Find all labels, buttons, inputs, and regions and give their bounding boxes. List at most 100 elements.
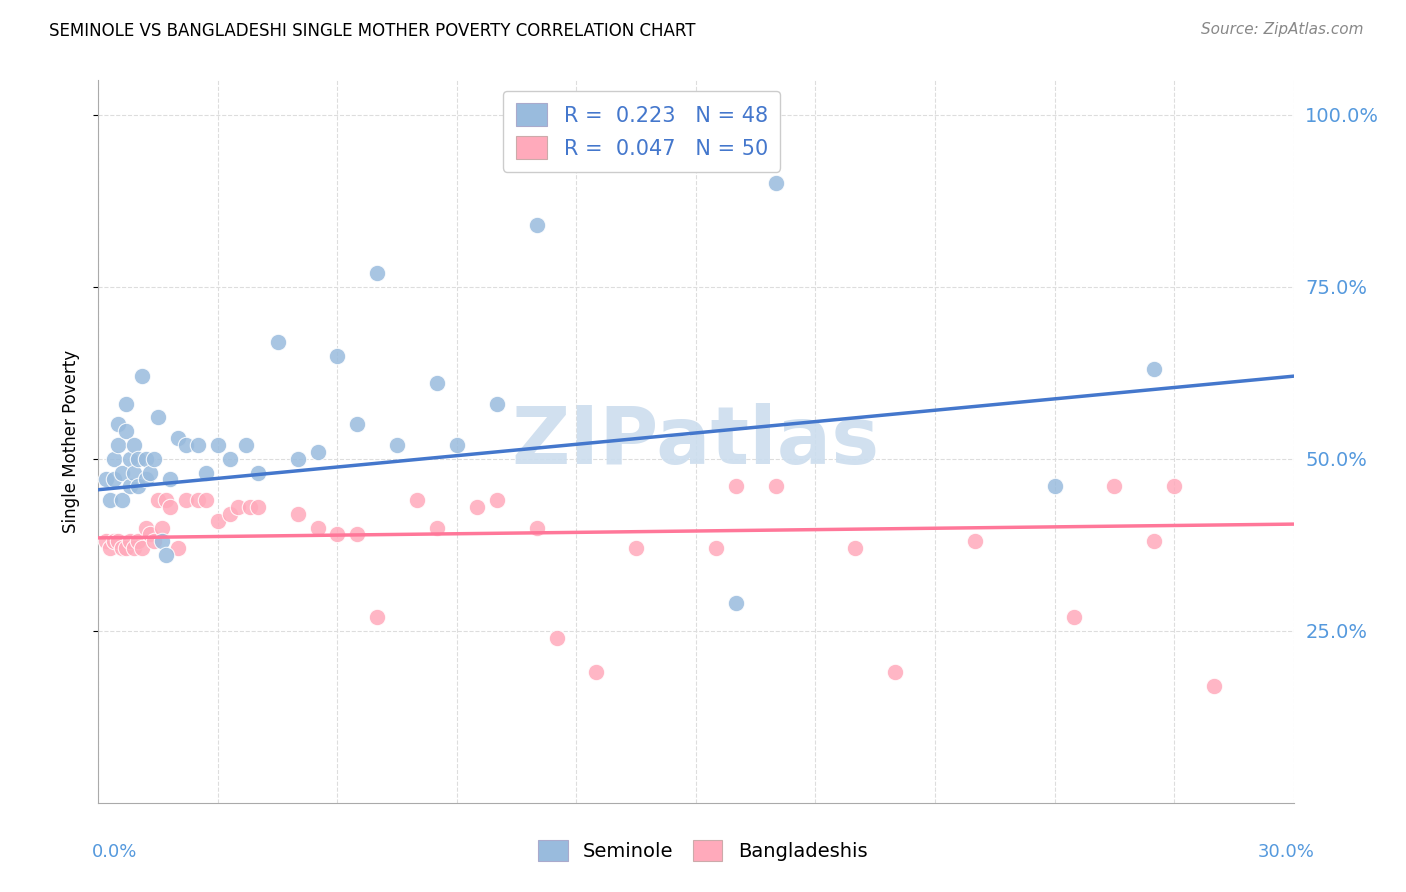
Point: [148, 493, 170, 508]
Point: [150, 520, 173, 534]
Point: [246, 500, 269, 514]
Point: [426, 520, 449, 534]
Point: [426, 376, 449, 390]
Point: [103, 472, 125, 486]
Point: [326, 527, 349, 541]
Point: [103, 451, 125, 466]
Point: [1163, 479, 1185, 493]
Point: [143, 451, 166, 466]
Point: [844, 541, 866, 556]
Point: [195, 493, 218, 508]
Text: ZIPatlas: ZIPatlas: [512, 402, 880, 481]
Point: [187, 493, 209, 508]
Point: [111, 466, 134, 480]
Point: [287, 451, 309, 466]
Point: [626, 541, 648, 556]
Point: [765, 479, 787, 493]
Point: [159, 472, 181, 486]
Point: [406, 493, 429, 508]
Point: [219, 451, 242, 466]
Point: [963, 534, 986, 549]
Point: [226, 500, 249, 514]
Point: [139, 466, 162, 480]
Point: [246, 466, 269, 480]
Point: [107, 417, 129, 432]
Point: [546, 631, 568, 645]
Point: [98, 493, 122, 508]
Point: [159, 500, 181, 514]
Point: [207, 438, 229, 452]
Point: [148, 410, 170, 425]
Point: [765, 177, 787, 191]
Point: [96, 472, 118, 486]
Point: [135, 472, 157, 486]
Point: [1202, 679, 1225, 693]
Y-axis label: Single Mother Poverty: Single Mother Poverty: [62, 350, 80, 533]
Point: [1043, 479, 1066, 493]
Point: [127, 534, 149, 549]
Point: [526, 218, 548, 232]
Point: [124, 438, 146, 452]
Point: [307, 445, 329, 459]
Point: [124, 466, 146, 480]
Point: [124, 541, 146, 556]
Point: [485, 493, 508, 508]
Point: [98, 541, 122, 556]
Point: [115, 541, 138, 556]
Text: 0.0%: 0.0%: [91, 843, 136, 861]
Point: [103, 534, 125, 549]
Text: 30.0%: 30.0%: [1258, 843, 1315, 861]
Point: [235, 438, 257, 452]
Point: [187, 438, 209, 452]
Point: [150, 534, 173, 549]
Point: [107, 534, 129, 549]
Point: [155, 493, 177, 508]
Point: [485, 397, 508, 411]
Point: [287, 507, 309, 521]
Point: [465, 500, 488, 514]
Point: [1143, 534, 1166, 549]
Point: [724, 479, 747, 493]
Point: [127, 451, 149, 466]
Point: [326, 349, 349, 363]
Point: [131, 541, 153, 556]
Point: [120, 451, 142, 466]
Point: [239, 500, 262, 514]
Point: [195, 466, 218, 480]
Point: [155, 548, 177, 562]
Point: [704, 541, 727, 556]
Point: [135, 520, 157, 534]
Point: [1143, 362, 1166, 376]
Point: [307, 520, 329, 534]
Point: [346, 417, 368, 432]
Point: [724, 596, 747, 610]
Point: [174, 493, 197, 508]
Point: [207, 514, 229, 528]
Point: [111, 541, 134, 556]
Point: [120, 534, 142, 549]
Point: [385, 438, 409, 452]
Point: [115, 424, 138, 438]
Point: [1063, 610, 1085, 624]
Point: [267, 334, 290, 349]
Legend: R =  0.223   N = 48, R =  0.047   N = 50: R = 0.223 N = 48, R = 0.047 N = 50: [503, 91, 780, 171]
Legend: Seminole, Bangladeshis: Seminole, Bangladeshis: [530, 832, 876, 869]
Text: SEMINOLE VS BANGLADESHI SINGLE MOTHER POVERTY CORRELATION CHART: SEMINOLE VS BANGLADESHI SINGLE MOTHER PO…: [49, 22, 696, 40]
Text: Source: ZipAtlas.com: Source: ZipAtlas.com: [1201, 22, 1364, 37]
Point: [585, 665, 607, 679]
Point: [120, 479, 142, 493]
Point: [1104, 479, 1126, 493]
Point: [446, 438, 468, 452]
Point: [219, 507, 242, 521]
Point: [127, 479, 149, 493]
Point: [167, 431, 190, 445]
Point: [107, 438, 129, 452]
Point: [366, 266, 388, 280]
Point: [346, 527, 368, 541]
Point: [526, 520, 548, 534]
Point: [366, 610, 388, 624]
Point: [884, 665, 907, 679]
Point: [139, 527, 162, 541]
Point: [96, 534, 118, 549]
Point: [167, 541, 190, 556]
